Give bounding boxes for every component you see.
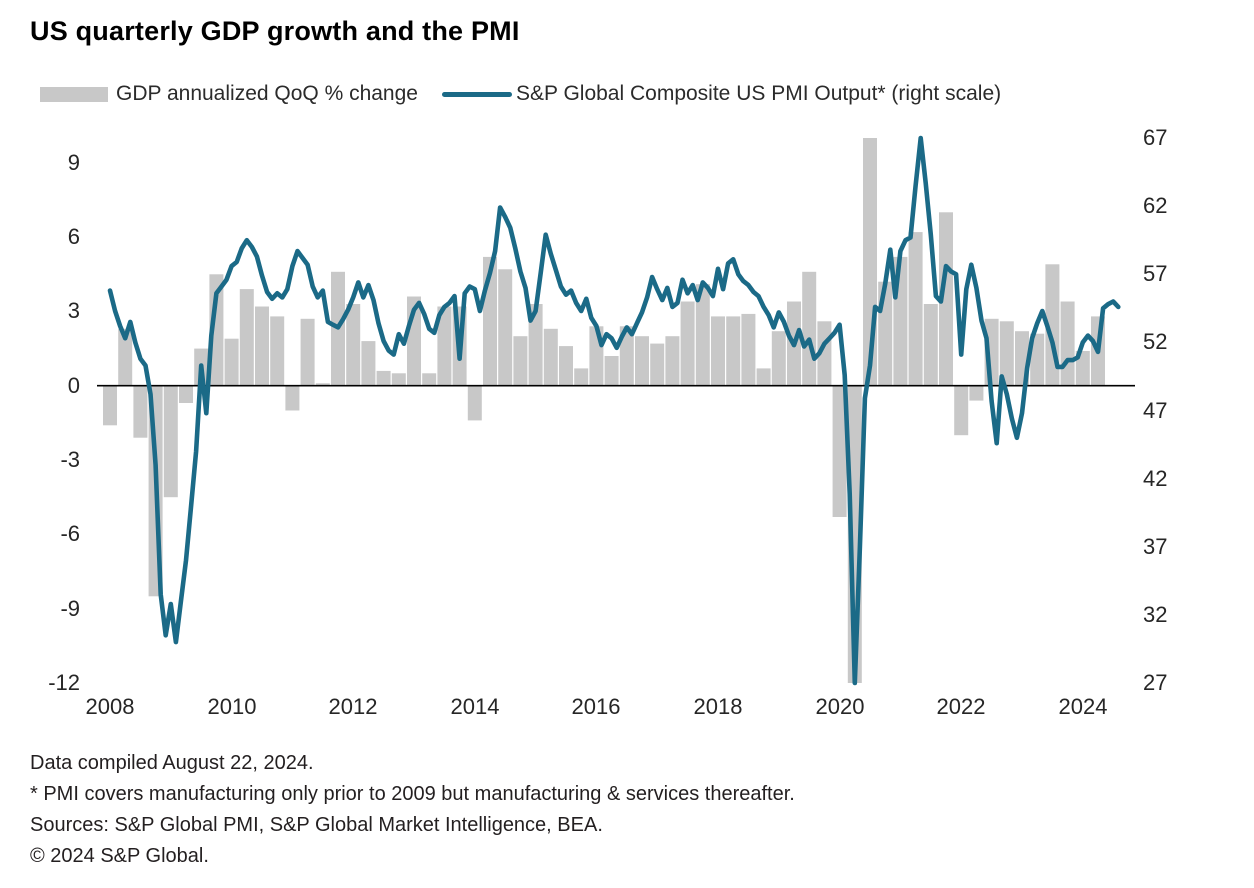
y-axis-tick-left: 9 — [67, 150, 80, 175]
gdp-bar — [376, 370, 391, 386]
gdp-bar — [954, 385, 969, 436]
gdp-bar — [741, 313, 756, 386]
gdp-bar — [118, 328, 133, 386]
gdp-bar — [923, 304, 938, 386]
gdp-bar — [635, 336, 649, 386]
gdp-bar — [619, 326, 634, 386]
y-axis-tick-right: 32 — [1143, 602, 1168, 627]
chart-footnotes: Data compiled August 22, 2024. * PMI cov… — [30, 748, 795, 872]
gdp-bar — [878, 281, 893, 386]
x-axis-tick: 2024 — [1058, 694, 1108, 719]
gdp-bar — [726, 316, 741, 386]
gdp-bar — [224, 338, 239, 386]
footnote-pmi-coverage: * PMI covers manufacturing only prior to… — [30, 783, 795, 805]
y-axis-tick-left: -9 — [60, 596, 80, 621]
gdp-bar — [650, 343, 665, 386]
y-axis-tick-left: -6 — [60, 521, 80, 546]
gdp-bar — [802, 271, 817, 386]
y-axis-tick-right: 47 — [1143, 398, 1168, 423]
y-axis-tick-left: 0 — [67, 373, 80, 398]
gdp-legend-label: GDP annualized QoQ % change — [116, 82, 418, 105]
gdp-bar — [315, 383, 330, 386]
gdp-bar — [1075, 351, 1090, 386]
gdp-bar — [939, 212, 953, 386]
y-axis-tick-left: -3 — [60, 447, 80, 472]
gdp-bar — [1060, 301, 1075, 386]
gdp-bar-legend-swatch — [40, 86, 108, 102]
y-axis-tick-left: -12 — [48, 670, 80, 695]
gdp-bar — [543, 328, 558, 386]
gdp-bar — [361, 341, 376, 386]
y-axis-tick-right: 62 — [1143, 193, 1168, 218]
gdp-bar — [255, 306, 269, 386]
gdp-bar — [559, 346, 573, 386]
y-axis-tick-right: 67 — [1143, 125, 1168, 150]
y-axis-tick-right: 42 — [1143, 466, 1168, 491]
gdp-bar — [999, 321, 1014, 386]
gdp-bar — [771, 331, 786, 386]
x-axis-tick: 2022 — [936, 694, 986, 719]
gdp-bar — [756, 368, 771, 386]
gdp-bar — [209, 274, 224, 386]
x-axis-tick: 2020 — [815, 694, 865, 719]
gdp-bar — [270, 316, 285, 386]
x-axis-tick: 2010 — [207, 694, 257, 719]
gdp-bar — [285, 385, 300, 411]
gdp-bar — [832, 385, 847, 517]
gdp-bar — [574, 368, 589, 386]
gdp-bar — [437, 306, 452, 386]
gdp-bar — [133, 385, 148, 438]
y-axis-tick-left: 3 — [67, 298, 80, 323]
gdp-bar — [300, 318, 315, 386]
y-axis-tick-right: 52 — [1143, 329, 1168, 354]
chart-title: US quarterly GDP growth and the PMI — [30, 16, 520, 46]
chart-legend: GDP annualized QoQ % change S&P Global C… — [40, 82, 1001, 106]
footnote-compiled: Data compiled August 22, 2024. — [30, 752, 314, 774]
gdp-bar — [163, 385, 178, 498]
x-axis-tick: 2012 — [328, 694, 378, 719]
y-axis-tick-right: 37 — [1143, 534, 1168, 559]
x-axis-tick: 2016 — [571, 694, 621, 719]
y-axis-tick-left: 6 — [67, 224, 80, 249]
x-axis-tick: 2014 — [450, 694, 500, 719]
gdp-bar — [513, 336, 528, 386]
footnote-sources: Sources: S&P Global PMI, S&P Global Mark… — [30, 814, 603, 836]
gdp-bar — [695, 284, 710, 386]
footnote-copyright: © 2024 S&P Global. — [30, 845, 209, 867]
gdp-bar — [179, 385, 193, 403]
x-axis-tick: 2018 — [693, 694, 743, 719]
gdp-bar — [239, 289, 254, 386]
gdp-bar — [103, 385, 117, 426]
x-axis-tick: 2008 — [85, 694, 135, 719]
gdp-bar — [680, 301, 695, 386]
gdp-bar — [346, 304, 361, 386]
gdp-bar — [604, 356, 619, 386]
gdp-bar — [589, 326, 604, 386]
gdp-bar — [711, 316, 725, 386]
gdp-bar — [498, 269, 513, 386]
pmi-line — [107, 135, 1121, 686]
gdp-bar — [391, 373, 406, 386]
y-axis-tick-right: 57 — [1143, 261, 1168, 286]
y-axis-tick-right: 27 — [1143, 670, 1168, 695]
gdp-bar-series — [103, 138, 1105, 683]
gdp-bar — [908, 232, 923, 386]
gdp-bar — [467, 385, 482, 421]
gdp-bar — [422, 373, 437, 386]
gdp-bar — [528, 304, 543, 386]
gdp-bar — [665, 336, 680, 386]
gdp-bar — [1030, 333, 1045, 386]
pmi-line-legend-swatch — [441, 91, 512, 97]
gdp-bar — [969, 385, 984, 401]
pmi-legend-label: S&P Global Composite US PMI Output* (rig… — [515, 82, 1002, 105]
